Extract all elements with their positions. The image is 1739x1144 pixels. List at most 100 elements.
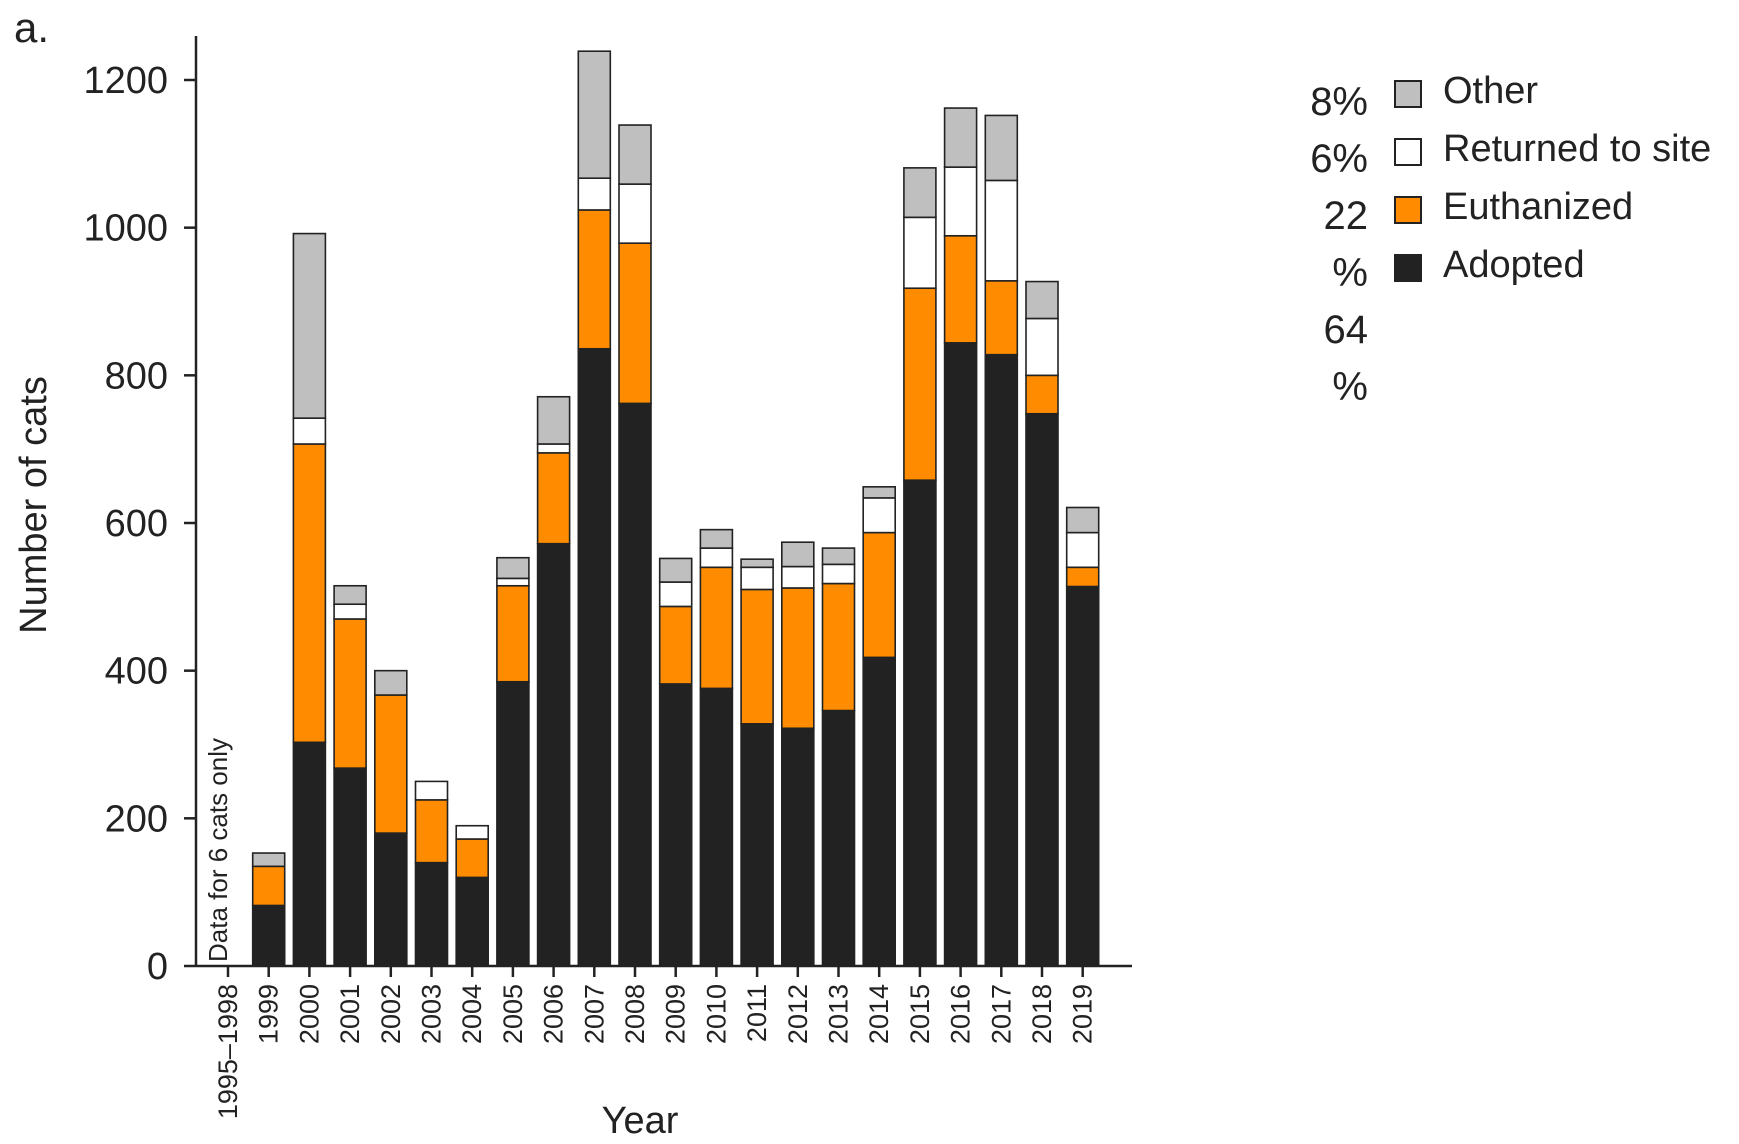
bar-euthanized (740, 588, 774, 725)
legend-swatch (1394, 254, 1422, 282)
bar-other (536, 395, 571, 445)
bars (251, 50, 1100, 967)
bar-adopted (740, 723, 774, 967)
legend-percent: 22 % (1323, 194, 1369, 295)
bar-other (699, 528, 734, 549)
bar-returned-to-site (577, 177, 612, 211)
bar-adopted (536, 542, 571, 967)
bar-returned-to-site (536, 443, 571, 454)
y-tick-label: 1000 (83, 208, 168, 250)
panel-label: a. (14, 4, 49, 51)
bar-adopted (1025, 412, 1059, 967)
bar-returned-to-site (496, 577, 530, 587)
bar-adopted (373, 832, 408, 967)
legend-percentages: 8% 6% 22 % 64 % (1258, 74, 1368, 416)
bar-euthanized (780, 587, 815, 730)
x-tick-label: 2005 (498, 984, 528, 1044)
x-tick-label: 1995–1998 (213, 984, 243, 1119)
bar-returned-to-site (455, 824, 490, 840)
bar-other (780, 541, 815, 568)
bar-returned-to-site (618, 183, 652, 244)
bar-returned-to-site (862, 497, 897, 534)
bar-returned-to-site (333, 603, 367, 620)
legend-swatch (1394, 196, 1422, 224)
x-tick-label: 2015 (905, 984, 935, 1044)
bar-adopted (414, 861, 449, 967)
legend-percent: 8% (1310, 80, 1368, 124)
x-tick-label: 2006 (539, 984, 569, 1044)
bar-adopted (903, 479, 937, 967)
bar-adopted (658, 683, 693, 967)
x-tick-label: 2003 (417, 984, 447, 1044)
bar-returned-to-site (414, 780, 449, 801)
bar-returned-to-site (984, 179, 1019, 282)
legend-label: Adopted (1443, 244, 1585, 286)
bar-euthanized (699, 566, 734, 690)
x-tick-label: 1999 (254, 984, 284, 1044)
bar-returned-to-site (780, 565, 815, 589)
bar-other (577, 50, 612, 179)
bar-euthanized (821, 582, 856, 712)
bar-adopted (1065, 585, 1100, 967)
legend-percent: 6% (1310, 137, 1368, 181)
bar-other (740, 558, 774, 569)
x-tick-label: 2014 (864, 984, 894, 1044)
bar-returned-to-site (699, 547, 734, 569)
bar-euthanized (414, 799, 449, 864)
legend-swatch (1394, 138, 1422, 166)
x-tick-label: 2000 (294, 984, 324, 1044)
data-note: Data for 6 cats only (203, 738, 233, 962)
legend-percent: 64 % (1323, 308, 1369, 409)
legend-label: Euthanized (1443, 186, 1634, 228)
legend-label: Other (1443, 70, 1539, 112)
bar-other (496, 556, 530, 580)
y-tick-label: 800 (105, 355, 168, 397)
bar-euthanized (903, 287, 937, 481)
x-axis-label: Year (602, 1100, 679, 1142)
bar-euthanized (373, 694, 408, 834)
bar-other (821, 547, 856, 566)
x-tick-label: 2016 (946, 984, 976, 1044)
bar-adopted (292, 741, 327, 967)
bar-returned-to-site (821, 563, 856, 585)
bar-other (333, 584, 367, 606)
bar-other (618, 124, 652, 185)
bar-returned-to-site (292, 417, 327, 445)
bar-euthanized (1065, 566, 1100, 588)
bar-other (984, 114, 1019, 182)
bar-other (292, 232, 327, 419)
bar-adopted (618, 402, 652, 967)
bar-other (373, 669, 408, 696)
legend-label: Returned to site (1443, 128, 1712, 170)
bar-returned-to-site (943, 166, 978, 237)
x-tick-label: 2001 (335, 984, 365, 1044)
bar-adopted (699, 687, 734, 967)
bar-returned-to-site (1065, 531, 1100, 569)
x-tick-label: 2002 (376, 984, 406, 1044)
y-tick-label: 600 (105, 503, 168, 545)
x-tick-label: 2013 (824, 984, 854, 1044)
bar-other (1025, 280, 1059, 320)
y-axis: 0 200 400 600 800 1000 1200 (83, 36, 198, 988)
bar-returned-to-site (740, 566, 774, 591)
bar-adopted (943, 342, 978, 967)
bar-euthanized (658, 605, 693, 685)
x-tick-label: 2018 (1027, 984, 1057, 1044)
bar-euthanized (618, 242, 652, 405)
x-tick-label: 2019 (1068, 984, 1098, 1044)
bar-adopted (984, 353, 1019, 967)
x-axis: 1995–1998 1999 2000 2001 2002 2003 2004 2005 200… (196, 964, 1132, 1119)
x-tick-label: 2008 (620, 984, 650, 1044)
bar-other (658, 557, 693, 583)
bar-adopted (455, 876, 490, 967)
bar-adopted (577, 347, 612, 967)
legend-swatch (1394, 80, 1422, 108)
bar-other (1065, 506, 1100, 534)
bar-euthanized (943, 234, 978, 344)
bar-euthanized (984, 280, 1019, 356)
bar-euthanized (577, 209, 612, 350)
bar-returned-to-site (903, 216, 937, 290)
bar-adopted (862, 656, 897, 967)
x-tick-label: 2012 (783, 984, 813, 1044)
